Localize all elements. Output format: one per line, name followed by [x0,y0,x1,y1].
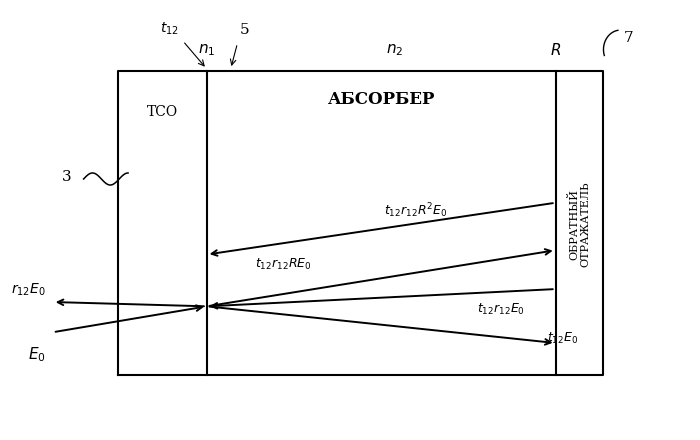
Text: 3: 3 [62,170,71,184]
Text: $t_{12}$: $t_{12}$ [160,20,178,37]
Text: $r_{12}E_0$: $r_{12}E_0$ [11,281,46,298]
Text: $t_{12}E_0$: $t_{12}E_0$ [547,331,579,346]
Text: $R$: $R$ [550,42,561,58]
Text: $n_1$: $n_1$ [198,42,216,58]
Text: АБСОРБЕР: АБСОРБЕР [328,91,435,108]
Text: ТСО: ТСО [147,105,178,119]
Text: $n_2$: $n_2$ [386,42,403,58]
Text: ОБРАТНЫЙ
ОТРАЖАТЕЛЬ: ОБРАТНЫЙ ОТРАЖАТЕЛЬ [568,182,591,267]
Text: 5: 5 [239,22,249,37]
Text: $t_{12}r_{12}RE_0$: $t_{12}r_{12}RE_0$ [255,257,312,272]
Text: $t_{12}r_{12}E_0$: $t_{12}r_{12}E_0$ [477,302,525,317]
Text: $t_{12}r_{12}R^2E_0$: $t_{12}r_{12}R^2E_0$ [384,202,447,220]
Text: $E_0$: $E_0$ [28,345,46,364]
Text: 7: 7 [624,31,634,45]
